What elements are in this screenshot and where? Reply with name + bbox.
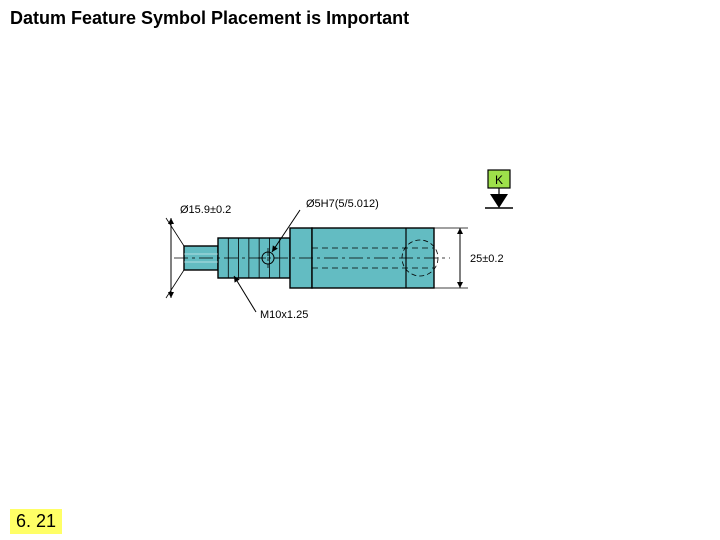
callout-height_right: 25±0.2	[470, 253, 504, 265]
callout-thread: M10x1.25	[260, 309, 308, 321]
datum-letter: K	[495, 173, 503, 187]
callout-diameter_left: Ø15.9±0.2	[180, 204, 231, 216]
engineering-drawing: K Ø15.9±0.2 Ø5H7(5/5.012) M10x1.25 25±0.2	[0, 0, 720, 540]
callout-diameter_hole: Ø5H7(5/5.012)	[306, 198, 379, 210]
